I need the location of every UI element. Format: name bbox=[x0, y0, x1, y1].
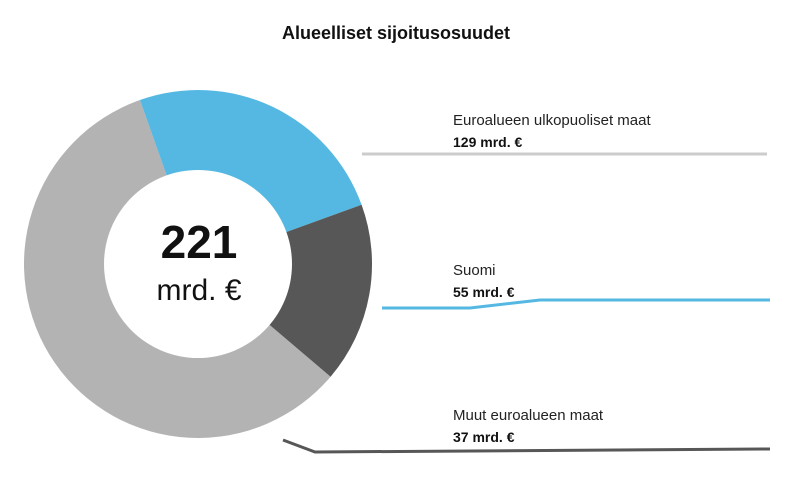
label-name-euroalueen-ulkopuoliset-maat: Euroalueen ulkopuoliset maat bbox=[453, 112, 651, 129]
slice-labels: Euroalueen ulkopuoliset maat 129 mrd. € Su… bbox=[453, 112, 651, 445]
label-name-suomi: Suomi bbox=[453, 262, 496, 279]
label-value-suomi: 55 mrd. € bbox=[453, 284, 515, 300]
label-value-muut-euroalueen-maat: 37 mrd. € bbox=[453, 429, 515, 445]
label-name-muut-euroalueen-maat: Muut euroalueen maat bbox=[453, 407, 604, 424]
leader-lines bbox=[282, 152, 771, 454]
chart-title: Alueelliset sijoitusosuudet bbox=[282, 23, 510, 43]
total-value: 221 bbox=[161, 216, 238, 268]
label-value-euroalueen-ulkopuoliset-maat: 129 mrd. € bbox=[453, 134, 522, 150]
leader-line-muut-euroalueen-maat bbox=[282, 438, 771, 454]
total-unit: mrd. € bbox=[156, 274, 241, 307]
leader-line-suomi bbox=[382, 298, 770, 310]
donut-hole bbox=[104, 170, 292, 358]
